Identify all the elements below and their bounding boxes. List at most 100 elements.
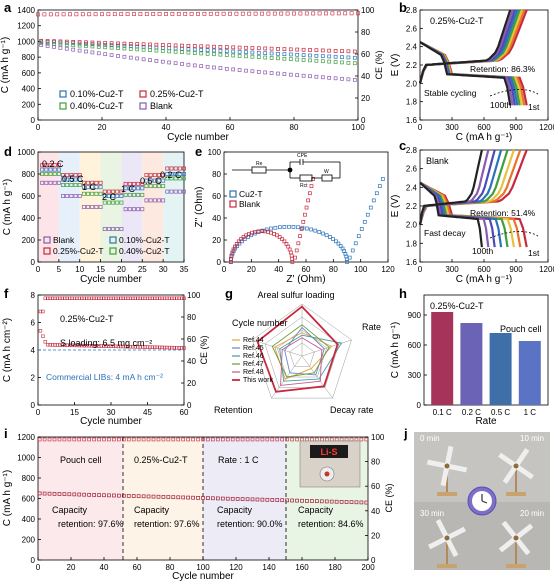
capacity-point bbox=[140, 345, 145, 349]
ce-point bbox=[164, 12, 168, 16]
ce-point bbox=[285, 11, 290, 16]
capacity-point bbox=[126, 494, 131, 498]
capacity-point bbox=[106, 344, 111, 348]
y-tick-label: 2.2 bbox=[406, 202, 418, 211]
ce-point bbox=[119, 12, 124, 17]
legend-d4: 0.40%-Cu2-T bbox=[119, 246, 170, 256]
y2-tick-label: 40 bbox=[187, 357, 196, 366]
plot-frame-h bbox=[423, 294, 549, 406]
rate-point bbox=[94, 191, 99, 196]
legend-d2: 0.25%-Cu2-T bbox=[53, 246, 104, 256]
y-tick-label: 300 bbox=[408, 371, 422, 380]
rate-point bbox=[161, 198, 166, 203]
capacity-point bbox=[230, 496, 235, 501]
capacity-point bbox=[314, 48, 319, 53]
y-tick-label: 0 bbox=[31, 258, 36, 267]
ce-point bbox=[87, 296, 91, 300]
ce-point bbox=[55, 12, 60, 17]
capacity-point bbox=[263, 46, 268, 51]
ce-point bbox=[228, 11, 232, 16]
ce-point bbox=[80, 296, 84, 300]
capacity-point bbox=[135, 42, 140, 46]
ce-point bbox=[58, 296, 62, 300]
capacity-point bbox=[94, 344, 99, 348]
ce-point bbox=[93, 12, 98, 17]
ce-point bbox=[216, 437, 220, 442]
rate-point bbox=[61, 183, 65, 187]
capacity-point bbox=[265, 497, 270, 502]
rate-point bbox=[148, 173, 153, 178]
rate-point bbox=[177, 172, 182, 176]
capacity-point bbox=[211, 496, 215, 501]
x-tick-label: 40 bbox=[274, 265, 283, 274]
ce-point bbox=[87, 12, 92, 17]
capacity-point bbox=[116, 41, 120, 46]
capacity-point bbox=[116, 46, 120, 50]
nyquist-point-cu2t bbox=[338, 244, 343, 248]
windmill-blade bbox=[444, 445, 454, 467]
rate-point bbox=[102, 227, 107, 231]
capacity-point bbox=[282, 72, 287, 76]
ce-point bbox=[141, 437, 146, 442]
ce-point bbox=[245, 437, 250, 442]
rate-label-6: 0.5 C bbox=[140, 176, 162, 186]
rate-point bbox=[119, 227, 124, 231]
y2-tick-label: 20 bbox=[361, 94, 370, 103]
radar-axis-3: Decay rate bbox=[330, 405, 374, 415]
capacity-point bbox=[175, 346, 179, 350]
ce-point bbox=[117, 437, 121, 442]
capacity-point bbox=[64, 46, 69, 51]
ce-point bbox=[68, 12, 72, 17]
ce-point bbox=[290, 437, 294, 442]
rate-point bbox=[165, 172, 170, 176]
ce-point bbox=[133, 296, 138, 300]
panel-label-j: j bbox=[403, 426, 408, 441]
y-tick-label: 200 bbox=[22, 236, 36, 245]
curves-b bbox=[418, 9, 539, 106]
series-d bbox=[40, 163, 186, 231]
y-tick-label: 800 bbox=[22, 474, 36, 483]
capacity-point bbox=[205, 64, 210, 69]
nyquist-point-blank bbox=[289, 253, 294, 258]
capacity-point bbox=[102, 344, 106, 348]
section-label-3: Rate : 1 C bbox=[218, 455, 259, 465]
y-tick-label: 80 bbox=[212, 170, 221, 179]
capacity-point bbox=[136, 345, 140, 349]
rate-point bbox=[81, 185, 86, 190]
capacity-point bbox=[263, 55, 268, 60]
pouch-h: Pouch cell bbox=[500, 324, 542, 334]
capacity-point bbox=[90, 50, 95, 55]
rate-point bbox=[157, 178, 161, 183]
rate-point bbox=[73, 177, 78, 182]
capacity-2: Capacity bbox=[134, 505, 170, 515]
rate-point bbox=[40, 167, 45, 172]
capacity-point bbox=[173, 49, 178, 54]
ce-point bbox=[94, 296, 99, 300]
rate-point bbox=[123, 207, 128, 212]
rate-point bbox=[140, 181, 145, 186]
circuit-cpe: CPE bbox=[297, 153, 308, 159]
nyquist-point-blank bbox=[294, 248, 299, 253]
led-text: Li-S bbox=[321, 447, 338, 457]
capacity-point bbox=[133, 345, 138, 349]
rate-point bbox=[44, 180, 49, 185]
capacity-point bbox=[121, 344, 125, 349]
capacity-point bbox=[167, 49, 172, 54]
ce-point bbox=[191, 437, 195, 442]
nyquist-point-cu2t bbox=[282, 225, 287, 229]
xlabel-d: Cycle number bbox=[80, 274, 142, 285]
annotation-retention-c: Retention: 51.4% bbox=[470, 208, 536, 218]
ce-point bbox=[260, 437, 265, 442]
capacity-point bbox=[308, 74, 312, 79]
capacity-point bbox=[340, 49, 344, 53]
rate-point bbox=[61, 194, 65, 198]
capacity-point bbox=[162, 345, 167, 350]
y2label-a: CE (%) bbox=[374, 50, 384, 79]
ce-point bbox=[55, 296, 60, 300]
y-tick-label: 0 bbox=[31, 556, 36, 565]
ticks-b: 0 300 600 900 1200 1.6 1.8 2.0 2.2 2.4 2.6 2.8 bbox=[406, 6, 554, 132]
nyquist-point-cu2t bbox=[336, 241, 341, 246]
x-tick-label: 0 bbox=[36, 123, 41, 132]
ce-point bbox=[102, 437, 106, 442]
